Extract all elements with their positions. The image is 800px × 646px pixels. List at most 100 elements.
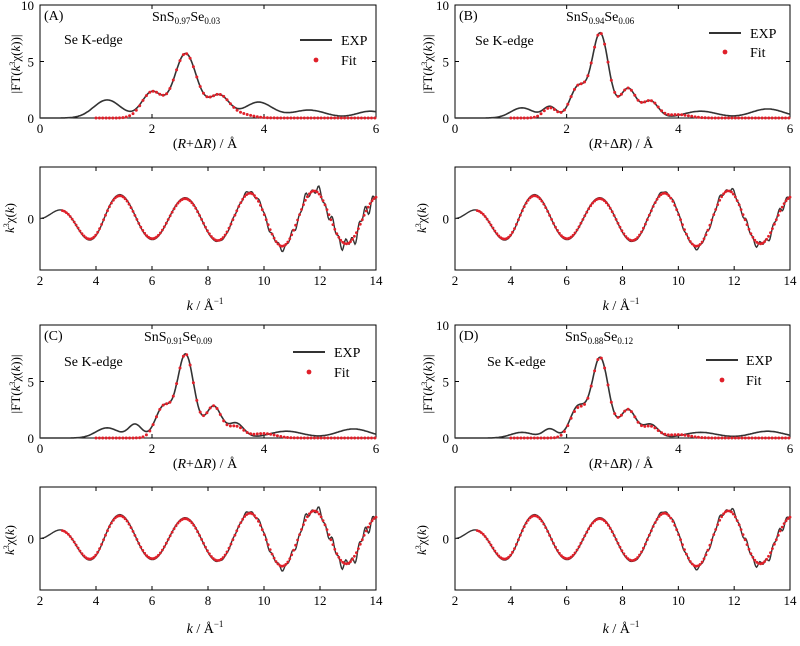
panel-a-k-fit-point <box>300 208 303 211</box>
panel-d-k-xtick-label: 4 <box>508 593 515 608</box>
panel-d-k-fit-point <box>558 551 561 555</box>
panel-c-k-fit-point <box>227 546 231 550</box>
panel-c-ft-fit-point <box>326 436 330 440</box>
panel-a-k-fit-point <box>125 199 129 203</box>
panel-c-k-fit-point <box>96 550 100 554</box>
panel-a-ft-xtick-label: 2 <box>149 121 156 136</box>
panel-d-ft-fit-point <box>673 433 677 437</box>
panel-c-ft-fit-point <box>202 414 205 418</box>
panel-d-ft-fit-point <box>757 436 761 440</box>
panel-a-ft-fit-point <box>178 59 182 63</box>
panel-c-k-fit-point <box>243 515 247 518</box>
panel-a-k-fit-point <box>362 213 366 217</box>
panel-d-k-fit-point <box>489 543 493 547</box>
panel-d-ft-fit-point <box>753 436 757 440</box>
panel-b-ft-fit-point <box>583 80 586 84</box>
panel-c-ft-fit-point <box>235 424 239 428</box>
panel-d-k-xtick-label: 10 <box>672 593 685 608</box>
panel-c-k-fit-point <box>357 547 360 550</box>
panel-b-k-fit-point <box>769 231 772 235</box>
panel-a-k-fit-point <box>364 209 368 213</box>
panel-c-k-fit-point <box>251 512 254 516</box>
panel-d-ft-fit-point <box>519 436 523 440</box>
panel-a-k-fit-point <box>94 233 98 237</box>
panel-a-k-fit-point <box>188 199 192 203</box>
panel-d-k-fit-point <box>610 530 614 534</box>
panel-b-k-fit-point <box>509 233 512 237</box>
panel-a-ft-fit-point <box>215 92 219 96</box>
panel-d-k-fit-point <box>788 515 792 519</box>
panel-a-k-fit-point <box>257 199 260 203</box>
panel-c-k-ytick-label: 0 <box>28 532 35 547</box>
panel-b-k-fit-point <box>645 218 649 222</box>
panel-d-ft-fit-point <box>707 436 710 440</box>
panel-c-k-fit-point <box>176 521 180 525</box>
panel-c-k-fit-point <box>219 557 223 561</box>
panel-d-k-fit-point <box>573 551 577 555</box>
panel-a-ft-fit-point <box>279 116 283 120</box>
panel-b-k-fit-point <box>538 197 542 201</box>
panel-c-ft-fit-point <box>218 413 222 416</box>
panel-d-k-fit-point <box>720 515 723 519</box>
panel-d-k-xtick-label: 12 <box>728 593 741 608</box>
panel-a-k-ylabel: k3χ(k) <box>2 203 17 233</box>
panel-d-k-fit-point <box>556 549 559 552</box>
panel-d-k-fit-point <box>683 548 686 551</box>
panel-c-ft-fit-point <box>205 411 209 415</box>
panel-a-ft-fit-point <box>161 93 165 97</box>
panel-a-k-fit-point <box>194 206 198 210</box>
panel-a-ft-fit-point <box>252 114 256 118</box>
panel-a-ft-fit-point <box>195 75 199 79</box>
panel-a-k-fit-point <box>190 201 194 205</box>
panel-d-ft-fit-point <box>723 436 727 440</box>
panel-c-label: (C) <box>44 329 63 344</box>
panel-b-k-fit-point <box>778 209 782 213</box>
panel-a-k-fit-point <box>64 211 68 215</box>
panel-b-k-fit-point <box>733 195 737 199</box>
panel-c-ft-fit-point <box>121 436 125 440</box>
panel-d-k-fit-point <box>655 517 659 521</box>
panel-d-k-fit-point <box>644 542 647 546</box>
panel-a-k-fit-point <box>286 240 290 244</box>
panel-b-k-fit-point <box>640 230 643 234</box>
panel-c-ft-fit-point <box>124 436 128 440</box>
panel-c-k-fit-point <box>266 543 270 547</box>
panel-d-ft-fit-point <box>774 436 777 440</box>
panel-b-k-fit-point <box>737 203 741 207</box>
panel-c-k-fit-point <box>139 545 143 549</box>
panel-b-ft-fit-point <box>626 86 630 90</box>
panel-c-k-fit-point <box>374 515 378 519</box>
panel-d-ft-fit-point <box>760 436 764 440</box>
panel-d-ft-chart: 0 2 4 6 0 5 10 <box>436 318 794 456</box>
panel-a-k-fit-point <box>241 197 245 201</box>
panel-a-k-fit-point <box>137 222 141 225</box>
panel-c-ft-fit-point <box>188 363 192 367</box>
panel-d-k-fit-point <box>581 538 585 541</box>
panel-b-k-fit-point <box>587 207 591 211</box>
panel-a-k-fit-point <box>315 190 319 194</box>
panel-b-k-fit-point <box>657 195 661 198</box>
panel-c-k-frame <box>39 486 377 591</box>
panel-d-k-fit-point <box>653 521 657 524</box>
panel-a-k-fit-point <box>253 194 256 198</box>
panel-a-ft-xlabel: (R+ΔR) / Å <box>173 136 238 152</box>
panel-d-ft-fit-point <box>636 420 640 424</box>
panel-a-k-xtick-label: 14 <box>370 273 384 288</box>
panel-d-k-fit-point <box>483 535 487 538</box>
panel-d-k-fit-point <box>745 543 749 546</box>
panel-d-k-fit-point <box>603 519 606 523</box>
panel-a-k-fit-point <box>349 240 352 244</box>
panel-c-ft-xtick-label: 6 <box>373 441 380 456</box>
panel-a-k-fit-point <box>274 240 278 243</box>
panel-a-ft-fit-point <box>212 94 216 98</box>
panel-d-k-fit-point <box>673 523 677 527</box>
panel-a-k-fit-point <box>323 203 327 207</box>
panel-d-ft-fit-point <box>763 436 767 440</box>
panel-c-k-xtick-label: 2 <box>37 593 44 608</box>
panel-c-k-fit-point <box>351 557 354 561</box>
panel-a-k-fit-point <box>110 201 113 205</box>
panel-c-ft-fit-point <box>262 432 266 435</box>
panel-d-k-fit-point <box>624 555 628 558</box>
panel-b-ft-fit-point <box>696 115 700 119</box>
panel-a-k-fit-point <box>262 213 266 217</box>
